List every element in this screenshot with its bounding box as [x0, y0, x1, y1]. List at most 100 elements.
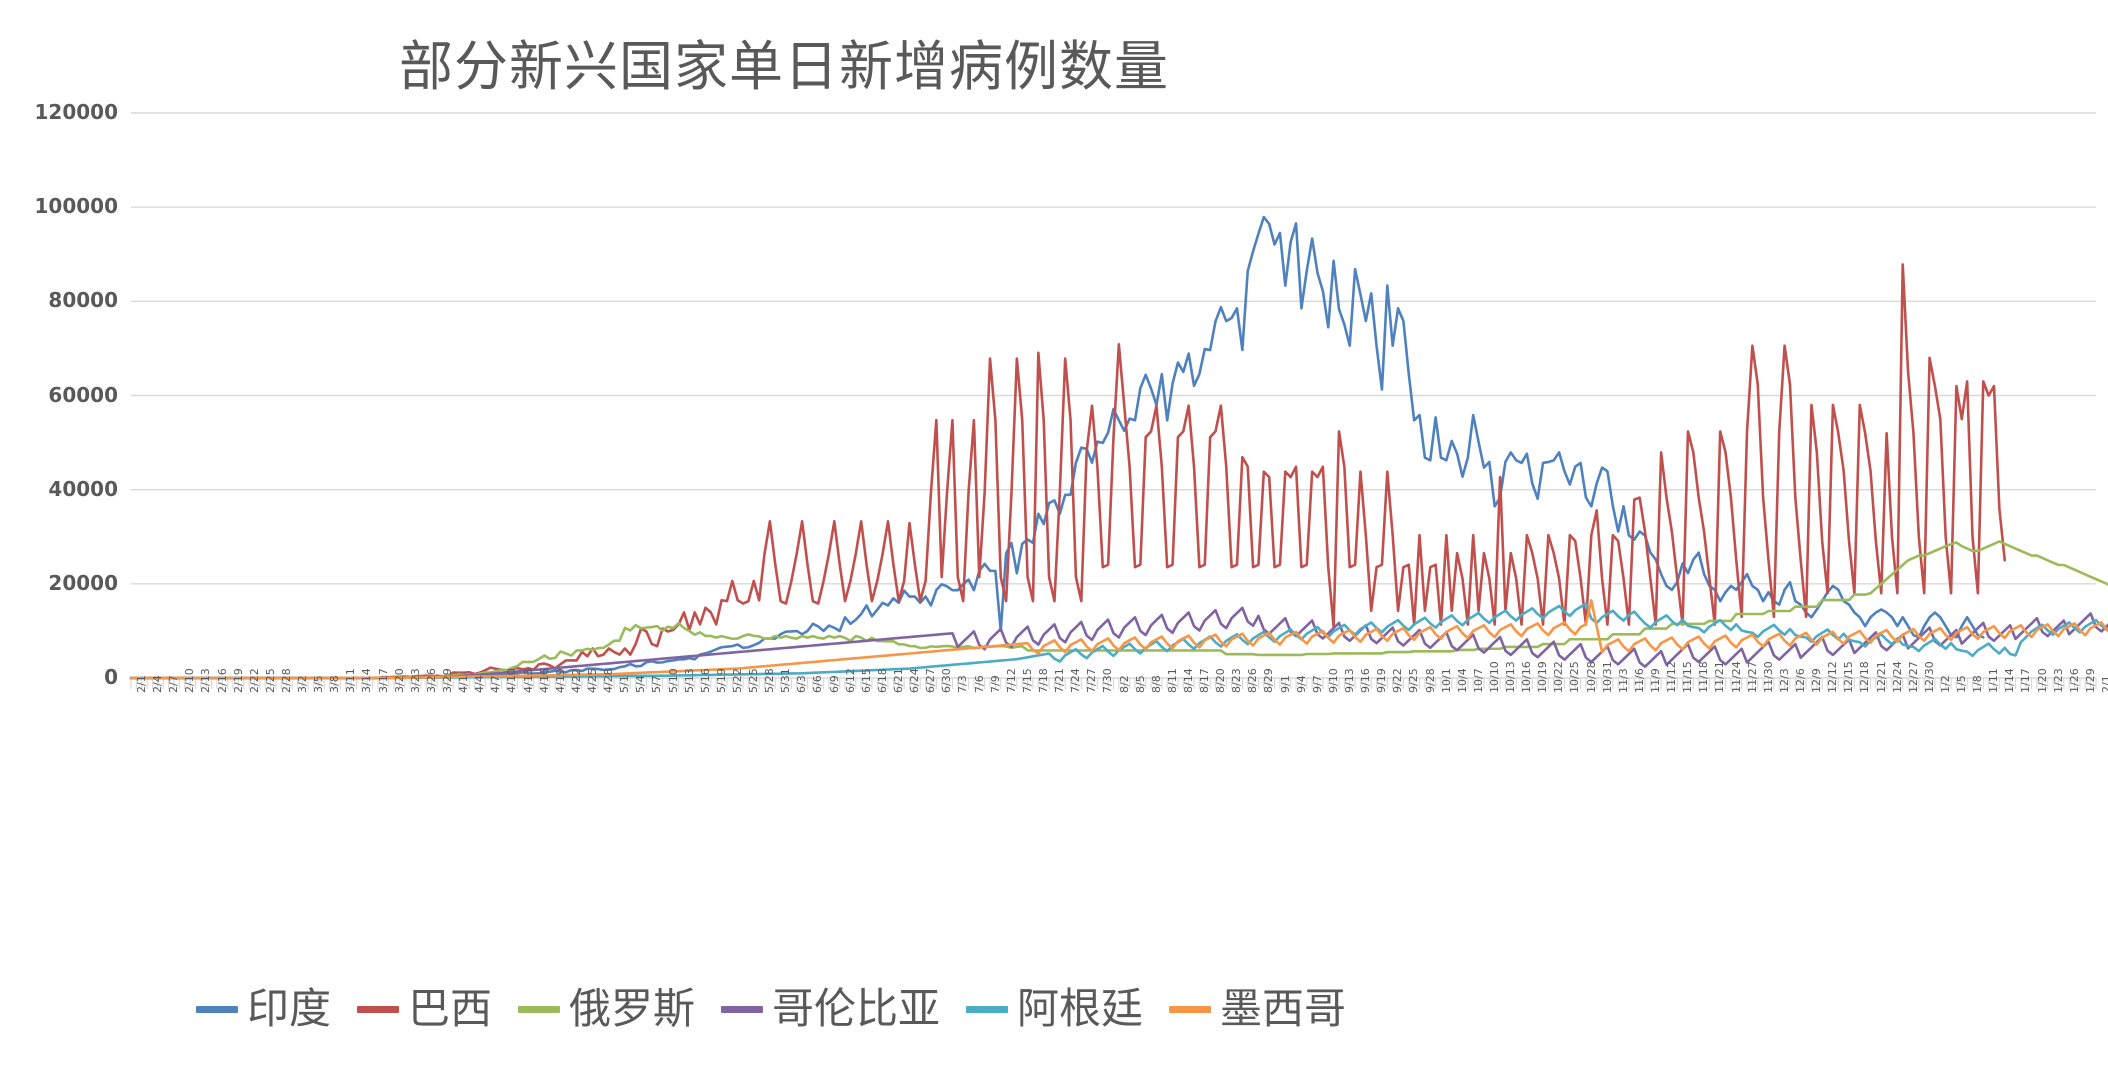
- x-axis-tick-label: 7/30: [1101, 668, 1115, 693]
- y-axis-tick-label: 40000: [48, 476, 118, 501]
- x-axis-tick-label: 3/26: [424, 668, 438, 693]
- x-axis-tick-label: 10/7: [1471, 668, 1485, 693]
- x-axis-tick-label: 2/1: [135, 675, 148, 693]
- x-axis-ticks-group: [130, 678, 2097, 689]
- x-axis-tick-label: 8/17: [1198, 668, 1212, 693]
- x-axis-tick-label: 10/28: [1584, 661, 1598, 693]
- x-axis-tick-label: 10/22: [1552, 661, 1566, 693]
- x-axis-tick-label: 6/21: [892, 668, 905, 693]
- x-axis-tick-label: 7/3: [956, 675, 970, 693]
- legend-item-0[interactable]: 印度: [195, 984, 331, 1033]
- x-axis-tick-label: 7/12: [1004, 668, 1018, 693]
- y-axis-tick-label: 60000: [48, 382, 118, 407]
- x-axis-tick-label: 1/20: [2035, 668, 2049, 693]
- x-axis-tick-label: 3/23: [408, 668, 422, 693]
- legend-label: 阿根廷: [1017, 984, 1144, 1033]
- x-axis-tick-label: 9/16: [1359, 668, 1373, 693]
- x-axis-tick-label: 1/29: [2083, 668, 2097, 693]
- x-axis-tick-label: 11/3: [1616, 668, 1630, 693]
- x-axis-tick-label: 9/19: [1375, 668, 1389, 693]
- x-axis-tick-label: 1/17: [2019, 668, 2033, 693]
- x-axis-tick-label: 12/9: [1810, 668, 1824, 693]
- x-axis-tick-label: 10/10: [1487, 661, 1501, 693]
- x-axis-tick-label: 2/19: [231, 668, 245, 693]
- x-axis-tick-label: 6/27: [924, 668, 938, 693]
- gridlines-group: [131, 112, 2096, 679]
- x-axis-tick-label: 5/13: [682, 668, 696, 693]
- x-axis-tick-label: 1/11: [1987, 668, 2001, 693]
- series-lines-group: [129, 215, 2108, 680]
- y-axis-tick-label: 120000: [34, 100, 119, 124]
- y-axis-tick-label: 80000: [48, 288, 118, 313]
- series-line-3: [129, 606, 2108, 680]
- x-axis-tick-label: 6/18: [875, 668, 889, 693]
- x-axis-tick-label: 10/4: [1455, 668, 1469, 693]
- x-axis-tick-label: 9/28: [1423, 668, 1437, 693]
- x-axis-tick-label: 5/19: [714, 668, 728, 693]
- x-axis-tick-label: 2/25: [263, 668, 277, 693]
- x-axis-tick-label: 11/27: [1745, 661, 1759, 693]
- x-axis-tick-label: 6/3: [795, 675, 809, 693]
- x-axis-tick-label: 12/21: [1874, 661, 1888, 693]
- chart-legend: 印度 巴西 俄罗斯 哥伦比亚 阿根廷 墨西哥: [0, 988, 1568, 1030]
- x-axis-tick-label: 1/26: [2067, 668, 2081, 693]
- x-axis-tick-label: 1/8: [1971, 675, 1985, 693]
- x-axis-tick-label: 2/4: [151, 675, 165, 693]
- x-axis-tick-label: 8/20: [1214, 668, 1228, 693]
- legend-item-4[interactable]: 阿根廷: [966, 988, 1143, 1030]
- x-axis-tick-label: 3/8: [328, 675, 342, 693]
- legend-item-3[interactable]: 哥伦比亚: [721, 988, 940, 1030]
- legend-color-swatch: [195, 1005, 238, 1013]
- x-axis-tick-label: 1/14: [2003, 668, 2017, 693]
- x-axis-tick-label: 4/7: [489, 675, 503, 693]
- x-axis-tick-label: 12/18: [1858, 661, 1872, 693]
- x-axis-tick-label: 7/9: [988, 675, 1002, 693]
- x-axis-tick-label: 10/19: [1536, 661, 1550, 693]
- x-axis-tick-label: 4/13: [521, 668, 535, 693]
- x-axis-tick-label: 2/28: [279, 668, 293, 693]
- x-axis-tick-label: 4/1: [457, 675, 471, 693]
- x-axis-tick-label: 3/20: [392, 668, 406, 693]
- legend-color-swatch: [721, 1005, 763, 1013]
- x-axis-tick-label: 12/15: [1842, 661, 1856, 693]
- series-line-2: [129, 540, 2108, 680]
- x-axis-tick-label: 12/6: [1793, 668, 1807, 693]
- x-axis-tick-label: 6/9: [827, 675, 841, 693]
- legend-item-1[interactable]: 巴西: [356, 984, 492, 1033]
- x-axis-tick-label: 12/12: [1826, 661, 1840, 693]
- x-axis-tick-label: 4/19: [553, 668, 567, 693]
- x-axis-tick-label: 8/11: [1165, 668, 1179, 693]
- x-axis-tick-label: 6/6: [811, 675, 825, 693]
- x-axis-tick-label: 4/22: [569, 668, 583, 693]
- x-axis-tick-label: 9/7: [1310, 675, 1324, 693]
- legend-color-swatch: [517, 1005, 560, 1013]
- legend-item-2[interactable]: 俄罗斯: [517, 988, 695, 1030]
- x-axis-tick-label: 1/5: [1955, 675, 1969, 693]
- x-axis-tick-label: 4/16: [537, 668, 551, 693]
- x-axis-tick-label: 3/11: [344, 668, 358, 693]
- x-axis-tick-label: 8/23: [1230, 668, 1244, 693]
- x-axis-tick-label: 2/1: [2100, 675, 2108, 693]
- x-axis-tick-label: 6/24: [908, 668, 922, 693]
- legend-item-5[interactable]: 墨西哥: [1169, 988, 1346, 1030]
- x-axis-tick-label: 8/8: [1149, 675, 1163, 693]
- x-axis-tick-label: 5/7: [650, 675, 664, 693]
- x-axis-tick-label: 11/21: [1713, 661, 1727, 693]
- x-axis-tick-label: 7/21: [1053, 668, 1067, 693]
- x-axis-tick-label: 8/14: [1181, 668, 1195, 693]
- x-axis-tick-label: 12/24: [1890, 661, 1904, 693]
- x-axis-tick-label: 5/10: [666, 668, 680, 693]
- legend-label: 巴西: [407, 984, 492, 1033]
- legend-label: 印度: [246, 984, 331, 1033]
- x-axis-tick-label: 8/2: [1117, 675, 1131, 693]
- legend-color-swatch: [966, 1005, 1009, 1013]
- x-axis-tick-label: 3/5: [312, 675, 326, 693]
- x-axis-tick-label: 10/16: [1520, 661, 1534, 693]
- x-axis-tick-label: 7/15: [1020, 668, 1034, 693]
- x-axis-tick-label: 10/1: [1439, 668, 1453, 693]
- x-axis-tick-label: 11/9: [1649, 668, 1663, 693]
- x-axis-tick-label: 9/10: [1326, 668, 1340, 693]
- x-axis-tick-label: 12/3: [1777, 668, 1791, 693]
